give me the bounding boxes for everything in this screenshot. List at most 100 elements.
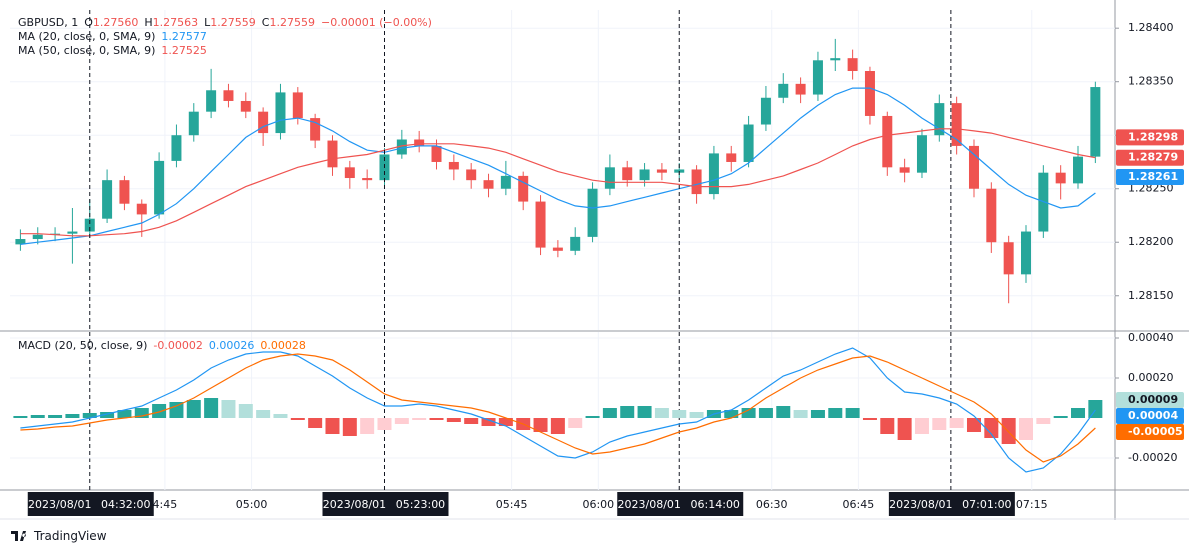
- histogram-bar: [48, 415, 63, 418]
- histogram-bar: [394, 418, 409, 424]
- x-tick-label: 4:45: [153, 498, 178, 511]
- y-tick-label: 1.28200: [1128, 235, 1174, 248]
- crosshair-date: 2023/08/01: [889, 498, 952, 511]
- histogram-bar: [654, 408, 669, 418]
- histogram-bar: [290, 418, 305, 420]
- histogram-bar: [360, 418, 375, 434]
- histogram-bar: [550, 418, 565, 434]
- chart: 1.281501.282001.282501.283001.283501.284…: [0, 0, 1189, 520]
- candle-body: [518, 175, 529, 202]
- crosshair-date: 2023/08/01: [323, 498, 386, 511]
- histogram-bar: [966, 418, 981, 432]
- candle-body: [32, 234, 43, 240]
- ohlc-key: L: [204, 16, 211, 29]
- histogram-bar: [342, 418, 357, 436]
- histogram-bar: [810, 410, 825, 418]
- histogram-bar: [880, 418, 895, 434]
- price-label: 1.28298: [1128, 130, 1178, 143]
- crosshair-time: 05:23:00: [396, 498, 445, 511]
- y-tick-label: 0.00020: [1128, 371, 1174, 384]
- ohlc-key: C: [261, 16, 270, 29]
- candle-body: [171, 135, 182, 161]
- candle-body: [743, 124, 754, 162]
- legend-name: MACD (20, 50, close, 9): [18, 339, 148, 352]
- candle-body: [708, 153, 719, 195]
- histogram-bar: [65, 414, 80, 418]
- price-label-box: [1116, 408, 1184, 424]
- candle-body: [240, 100, 251, 112]
- price-label: 1.28261: [1128, 170, 1178, 183]
- candle-body: [1090, 87, 1101, 157]
- candle-body: [934, 103, 945, 136]
- legend-value: 0.00028: [260, 339, 306, 352]
- legend-value: 0.00026: [208, 339, 255, 352]
- candle-body: [1020, 231, 1031, 275]
- legend-row: MA (50, close, 0, SMA, 9) 1.27525: [18, 44, 432, 58]
- candle-body: [448, 161, 459, 170]
- histogram-bar: [533, 418, 548, 432]
- histogram-bar: [152, 404, 167, 418]
- histogram-bar: [897, 418, 912, 440]
- histogram-bar: [845, 408, 860, 418]
- line-series: [20, 87, 1096, 245]
- candle-body: [882, 115, 893, 168]
- candle-body: [1003, 242, 1014, 275]
- price-label: -0.00005: [1128, 425, 1183, 438]
- price-legend: GBPUSD, 1 O1.27560 H1.27563 L1.27559 C1.2755…: [18, 16, 432, 58]
- price-label-box: [1116, 129, 1184, 146]
- histogram-bar: [1088, 400, 1103, 418]
- histogram-bar: [82, 413, 97, 418]
- histogram-bar: [429, 418, 444, 420]
- candle-body: [847, 58, 858, 72]
- candle-body: [570, 236, 581, 251]
- histogram-bar: [672, 410, 687, 418]
- candle-body: [136, 203, 147, 215]
- histogram-bar: [464, 418, 479, 424]
- candle-body: [396, 139, 407, 155]
- crosshair-time-box: [617, 492, 744, 516]
- candle-body: [1073, 156, 1084, 184]
- price-label: 0.00009: [1128, 393, 1178, 406]
- x-tick-label: 06:00: [582, 498, 614, 511]
- candle-body: [864, 71, 875, 116]
- histogram-bar: [914, 418, 929, 434]
- price-label-box: [1116, 392, 1184, 408]
- candle-body: [968, 145, 979, 189]
- histogram-bar: [1053, 416, 1068, 418]
- candle-body: [223, 90, 234, 101]
- histogram-bar: [325, 418, 340, 434]
- line-series: [20, 347, 1096, 473]
- candle-body: [604, 167, 615, 189]
- change: −0.00001 (−0.00%): [320, 16, 432, 29]
- histogram-bar: [169, 402, 184, 418]
- candle-body: [535, 201, 546, 248]
- legend-value: 1.27577: [161, 30, 207, 43]
- histogram-bar: [481, 418, 496, 426]
- y-tick-label: 1.28400: [1128, 21, 1174, 34]
- candle-body: [362, 178, 373, 181]
- macd-legend: MACD (20, 50, close, 9) -0.00002 0.00026 0.…: [18, 339, 306, 353]
- candle-body: [552, 247, 563, 251]
- candle-body: [691, 169, 702, 195]
- histogram-bar: [13, 416, 28, 418]
- histogram-bar: [134, 408, 149, 418]
- candle-body: [951, 103, 962, 146]
- histogram-bar: [758, 408, 773, 418]
- crosshair-date: 2023/08/01: [618, 498, 681, 511]
- histogram-bar: [308, 418, 323, 428]
- histogram-bar: [30, 415, 45, 418]
- logo-icon: [11, 531, 26, 541]
- grid: [10, 337, 1115, 459]
- histogram-bar: [186, 400, 201, 418]
- crosshair-time-box: [322, 492, 449, 516]
- legend-value: -0.00002: [153, 339, 203, 352]
- x-tick-label: 05:45: [496, 498, 528, 511]
- candle-body: [188, 111, 199, 136]
- price-label-box: [1116, 424, 1184, 440]
- candle-body: [466, 169, 477, 181]
- ohlc-key: O: [84, 16, 93, 29]
- candle-body: [414, 139, 425, 146]
- grid: [10, 10, 1115, 490]
- histogram-bar: [412, 418, 427, 420]
- candle-body: [622, 167, 633, 181]
